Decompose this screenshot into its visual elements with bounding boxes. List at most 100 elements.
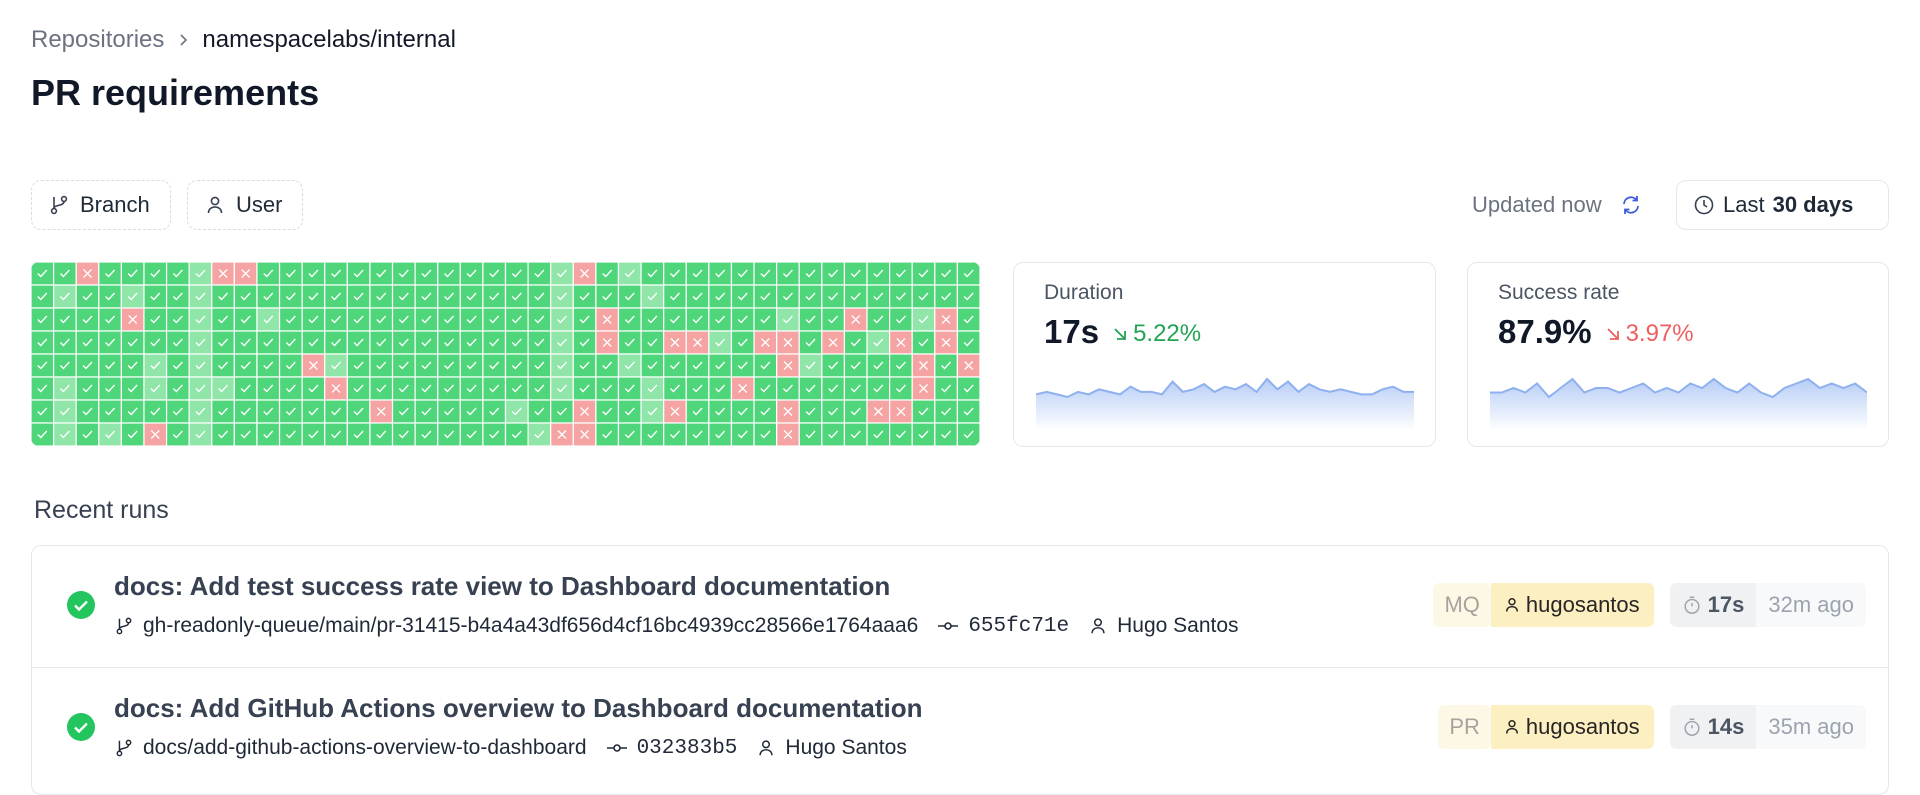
heatmap-cell (730, 353, 755, 378)
pass-glyph (760, 430, 771, 439)
heatmap-cell (324, 353, 348, 378)
user-badge[interactable]: hugosantos (1490, 705, 1654, 749)
pass-glyph (263, 407, 274, 416)
heatmap-cell (640, 307, 665, 332)
heatmap-cell (482, 399, 507, 424)
heatmap-cell (866, 422, 891, 446)
heatmap-cell (843, 284, 868, 309)
user-filter[interactable]: User (187, 180, 303, 230)
pass-glyph (895, 292, 906, 301)
pass-glyph (511, 361, 522, 370)
heatmap-cell (504, 399, 529, 424)
pass-glyph (489, 292, 500, 301)
heatmap-cell (324, 422, 348, 446)
pass-glyph (82, 338, 93, 347)
heatmap-cell (550, 330, 574, 355)
pass-glyph (624, 430, 635, 439)
pass-glyph (37, 430, 48, 439)
pass-glyph (105, 315, 116, 324)
pass-glyph (850, 269, 861, 278)
heatmap-cell (369, 262, 394, 286)
heatmap-cell (527, 262, 552, 286)
pass-glyph (534, 269, 545, 278)
heatmap-cell (843, 399, 868, 424)
heatmap-cell (324, 399, 348, 424)
pass-glyph (624, 384, 635, 393)
run-title[interactable]: docs: Add test success rate view to Dash… (114, 571, 891, 601)
heatmap-cell (98, 262, 122, 286)
heatmap-cell (640, 376, 665, 401)
heatmap-cell (278, 262, 303, 286)
heatmap-cell (617, 376, 642, 401)
trend-arrow (1114, 328, 1126, 340)
pass-glyph (240, 361, 251, 370)
fail-glyph (670, 407, 680, 416)
heatmap-cell (730, 330, 755, 355)
pass-glyph (534, 315, 545, 324)
pass-glyph (150, 384, 161, 393)
pass-glyph (828, 430, 839, 439)
run-row[interactable]: docs: Add GitHub Actions overview to Das… (32, 667, 1888, 789)
heatmap-cell (233, 376, 258, 401)
pass-glyph (963, 269, 974, 278)
run-author: Hugo Santos (785, 736, 907, 759)
breadcrumb-link[interactable]: Repositories (31, 26, 165, 53)
pass-glyph (782, 384, 793, 393)
pass-glyph (82, 292, 93, 301)
pass-glyph (873, 315, 884, 324)
pass-glyph (895, 315, 906, 324)
pass-glyph (782, 292, 793, 301)
run-title[interactable]: docs: Add GitHub Actions overview to Das… (114, 693, 923, 723)
user-badge[interactable]: hugosantos (1490, 583, 1654, 627)
run-row[interactable]: docs: Add test success rate view to Dash… (32, 546, 1888, 667)
branch-filter[interactable]: Branch (31, 180, 171, 230)
run-badges: MQ hugosantos 17s 32m ago (1433, 583, 1866, 627)
fail-glyph (783, 338, 793, 347)
pass-glyph (240, 315, 251, 324)
range-value: 30 days (1772, 192, 1854, 217)
pass-glyph (37, 407, 48, 416)
ago-badge: 35m ago (1756, 705, 1866, 749)
heatmap-cell (165, 284, 190, 309)
pass-glyph (172, 338, 183, 347)
pass-glyph (59, 315, 70, 324)
heatmap-cell (504, 422, 529, 446)
heatmap-cell (504, 330, 529, 355)
pass-glyph (670, 361, 680, 370)
pass-glyph (805, 407, 816, 416)
pass-glyph (376, 361, 387, 370)
pass-glyph (172, 361, 183, 370)
heatmap-cell (188, 330, 213, 355)
heatmap-cell (369, 307, 394, 332)
heatmap-cell (52, 376, 77, 401)
user-icon (759, 740, 774, 756)
heatmap-cell (866, 262, 891, 286)
heatmap-cell (324, 330, 348, 355)
heatmap-cell (414, 353, 439, 378)
heatmap-cell (708, 284, 733, 309)
refresh-icon[interactable] (1620, 194, 1642, 216)
pass-glyph (941, 361, 952, 370)
pass-glyph (285, 269, 296, 278)
pass-glyph (737, 269, 748, 278)
pass-glyph (873, 430, 884, 439)
heatmap-cell (233, 399, 258, 424)
pass-glyph (737, 338, 748, 347)
heatmap-cell (504, 262, 529, 286)
heatmap-cell (459, 284, 484, 309)
heatmap-cell (889, 307, 913, 332)
pass-glyph (466, 361, 477, 370)
range-picker[interactable]: Last 30 days (1676, 180, 1889, 230)
heatmap-cell (821, 353, 846, 378)
heatmap-cell (52, 422, 77, 446)
pass-glyph (172, 269, 183, 278)
pass-glyph (105, 407, 116, 416)
pass-glyph (805, 361, 816, 370)
pass-glyph (398, 269, 409, 278)
pass-glyph (760, 315, 771, 324)
pass-glyph (466, 338, 477, 347)
heatmap-cell (211, 376, 235, 401)
fail-glyph (580, 269, 590, 278)
pass-glyph (670, 430, 680, 439)
heatmap-cell (437, 284, 461, 309)
